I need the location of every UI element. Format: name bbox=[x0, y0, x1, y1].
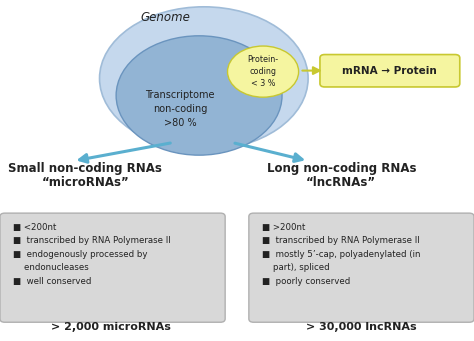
FancyBboxPatch shape bbox=[320, 55, 460, 87]
Text: Long non-coding RNAs: Long non-coding RNAs bbox=[266, 162, 416, 175]
Text: “microRNAs”: “microRNAs” bbox=[41, 176, 129, 189]
Text: ■ <200nt
■  transcribed by RNA Polymerase II
■  endogenously processed by
    en: ■ <200nt ■ transcribed by RNA Polymerase… bbox=[13, 223, 171, 286]
Text: ■ >200nt
■  transcribed by RNA Polymerase II
■  mostly 5’-cap, polyadenylated (i: ■ >200nt ■ transcribed by RNA Polymerase… bbox=[262, 223, 420, 286]
Text: Protein-
coding
< 3 %: Protein- coding < 3 % bbox=[247, 55, 279, 88]
FancyBboxPatch shape bbox=[249, 213, 474, 322]
Ellipse shape bbox=[228, 46, 299, 97]
Text: Transcriptome
non-coding
>80 %: Transcriptome non-coding >80 % bbox=[146, 90, 215, 128]
Text: Small non-coding RNAs: Small non-coding RNAs bbox=[9, 162, 162, 175]
Text: mRNA → Protein: mRNA → Protein bbox=[343, 66, 437, 76]
Text: “lncRNAs”: “lncRNAs” bbox=[306, 176, 376, 189]
FancyBboxPatch shape bbox=[0, 213, 225, 322]
Ellipse shape bbox=[100, 7, 308, 150]
Text: Genome: Genome bbox=[141, 11, 191, 24]
Ellipse shape bbox=[116, 36, 282, 155]
Text: > 30,000 lncRNAs: > 30,000 lncRNAs bbox=[306, 323, 417, 332]
Text: > 2,000 microRNAs: > 2,000 microRNAs bbox=[52, 323, 171, 332]
